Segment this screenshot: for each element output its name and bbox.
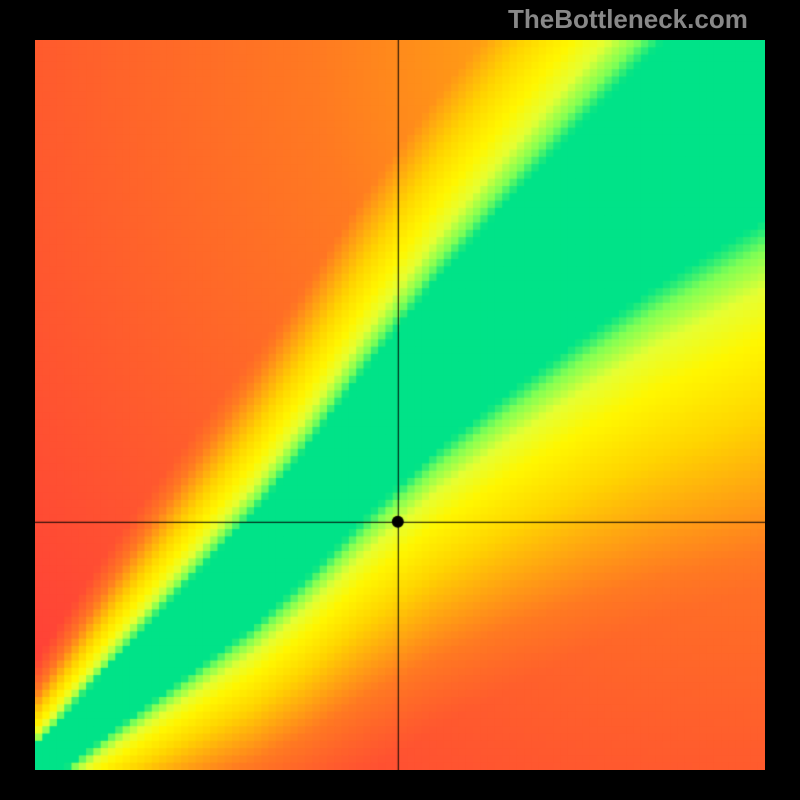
chart-container: TheBottleneck.com [0, 0, 800, 800]
watermark-text: TheBottleneck.com [508, 4, 748, 35]
bottleneck-heatmap [35, 40, 765, 770]
